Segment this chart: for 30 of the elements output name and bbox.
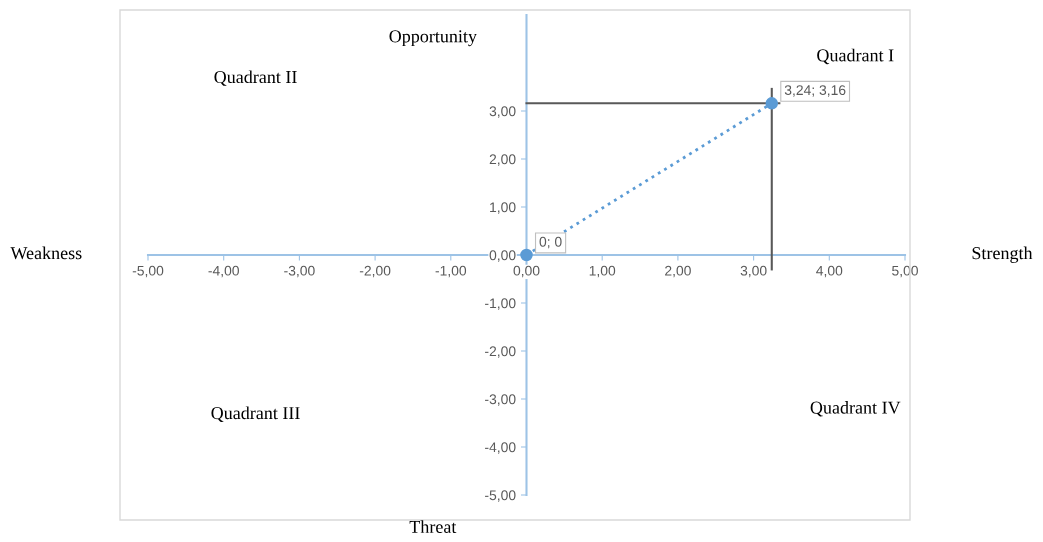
x-tick-label: -5,00 [132, 265, 164, 278]
y-tick-label: -4,00 [485, 442, 516, 454]
annotation: Quadrant IV [810, 401, 901, 417]
y-tick-label: -5,00 [485, 490, 516, 502]
annotation: Quadrant III [211, 406, 300, 422]
x-tick-label: 0,00 [513, 265, 540, 278]
text: Weakness [10, 246, 82, 260]
annotation: Opportunity [389, 30, 477, 47]
y-tick-label: 1,00 [490, 202, 516, 214]
text: Threat [409, 520, 457, 533]
x-tick-label: 5,00 [892, 265, 918, 278]
y-tick-label: -1,00 [485, 298, 516, 310]
x-tick-label: -3,00 [284, 265, 315, 278]
x-tick-label: 3,00 [740, 265, 767, 278]
annotation: Quadrant II [214, 70, 297, 86]
y-tick-label: -2,00 [485, 346, 516, 358]
x-tick-label: 1,00 [589, 265, 616, 278]
x-tick-label: -2,00 [359, 265, 391, 278]
data-label: 3,24; 3,16 [784, 85, 846, 97]
y-tick-label: 0,00 [489, 250, 516, 262]
data-label: 0; 0 [539, 236, 562, 249]
x-tick-label: 4,00 [816, 265, 843, 278]
y-tick-label: -3,00 [485, 394, 516, 406]
text: Strength [972, 246, 1033, 263]
annotation: Quadrant I [817, 48, 894, 65]
x-tick-label: -1,00 [435, 265, 467, 278]
y-tick-label: 2,00 [489, 154, 516, 166]
x-tick-label: 2,00 [665, 265, 691, 278]
x-tick-label: -4,00 [208, 265, 239, 278]
y-tick-label: 3,00 [489, 106, 516, 118]
